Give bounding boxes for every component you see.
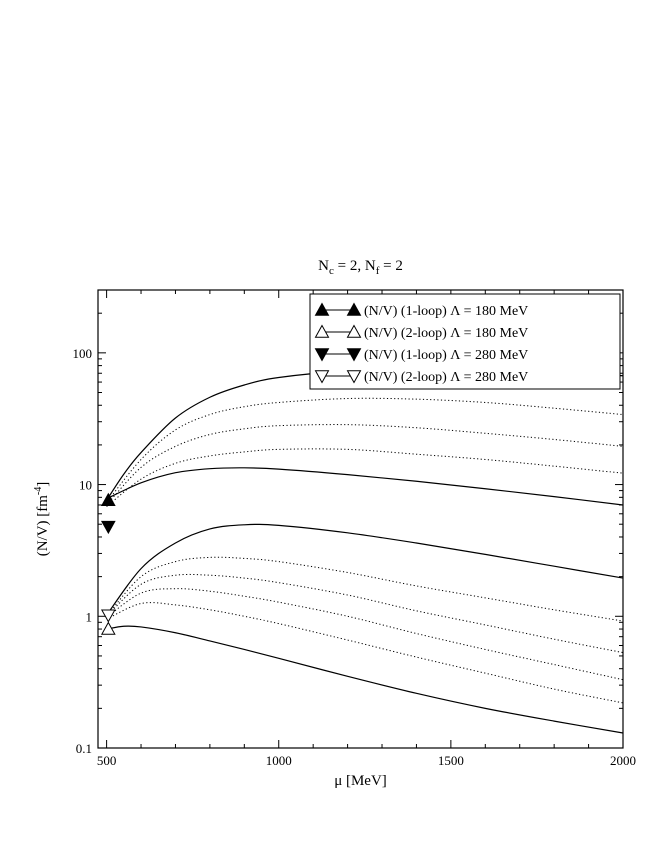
legend-entry: (N/V) (2-loop) Λ = 280 MeV <box>314 370 528 385</box>
legend-marker <box>346 302 362 316</box>
title-sub-c: c <box>329 265 334 277</box>
legend-label: (N/V) (2-loop) Λ = 280 MeV <box>364 370 528 385</box>
x-axis-label: μ [MeV] <box>334 773 387 789</box>
legend-marker <box>314 348 330 362</box>
x-tick-label: 2000 <box>610 753 636 768</box>
title-part-n: N <box>318 258 329 274</box>
legend-marker <box>346 348 362 362</box>
series-curve-10-dotted <box>106 602 624 704</box>
legend-entry: (N/V) (2-loop) Λ = 180 MeV <box>314 324 528 341</box>
series-curve-8-dotted <box>106 573 624 654</box>
y-tick-label: 100 <box>73 346 93 361</box>
chart-title: Nc = 2, Nf = 2 <box>318 258 403 277</box>
legend-label: (N/V) (1-loop) Λ = 280 MeV <box>364 348 528 363</box>
legend-entry: (N/V) (1-loop) Λ = 280 MeV <box>314 348 528 363</box>
curves <box>106 368 624 734</box>
y-axis-label-close: ] <box>35 482 51 487</box>
series-curve-4-dotted <box>106 448 624 508</box>
triangle-up-marker-filled <box>100 492 116 506</box>
axis-ticks: 500 1000 1500 2000 0.1 1 10 100 <box>73 289 636 768</box>
title-part-end: = 2 <box>379 258 402 274</box>
title-sub-f: f <box>376 265 380 277</box>
legend-marker <box>346 370 362 384</box>
series-curve-6-solid <box>106 523 624 616</box>
y-tick-label: 10 <box>79 478 92 493</box>
series-curve-3-dotted <box>106 424 624 506</box>
x-tick-label: 1000 <box>266 753 292 768</box>
y-axis-label-main: (N/V) [fm <box>35 495 51 557</box>
series-curve-2-dotted <box>106 397 624 503</box>
plot-frame <box>97 289 624 749</box>
legend-label: (N/V) (1-loop) Λ = 180 MeV <box>364 304 528 319</box>
plot-area-border <box>97 289 624 749</box>
triangle-up-marker-open <box>100 621 116 635</box>
legend-label: (N/V) (2-loop) Λ = 180 MeV <box>364 326 528 341</box>
legend: (N/V) (1-loop) Λ = 180 MeV (N/V) (2-loop)… <box>309 293 621 390</box>
legend-box <box>309 293 621 390</box>
legend-marker <box>314 370 330 384</box>
y-axis-label: (N/V) [fm-4] <box>33 482 51 557</box>
triangle-down-marker-filled <box>100 520 116 535</box>
title-part-mid: = 2, N <box>334 258 376 274</box>
data-markers <box>100 492 116 635</box>
series-curve-11-solid <box>106 625 624 734</box>
x-tick-label: 1500 <box>438 753 464 768</box>
series-curve-9-dotted <box>106 588 624 681</box>
y-tick-label: 1 <box>86 609 93 624</box>
series-curve-5-solid <box>106 467 624 506</box>
triangle-down-marker-open <box>100 609 116 623</box>
x-tick-label: 500 <box>97 753 117 768</box>
legend-marker <box>346 324 362 338</box>
legend-entry: (N/V) (1-loop) Λ = 180 MeV <box>314 302 528 319</box>
legend-marker <box>314 324 330 338</box>
series-curve-7-dotted <box>106 556 624 622</box>
legend-marker <box>314 302 330 316</box>
y-axis-label-sup: -4 <box>33 487 44 495</box>
y-tick-label: 0.1 <box>76 741 92 756</box>
